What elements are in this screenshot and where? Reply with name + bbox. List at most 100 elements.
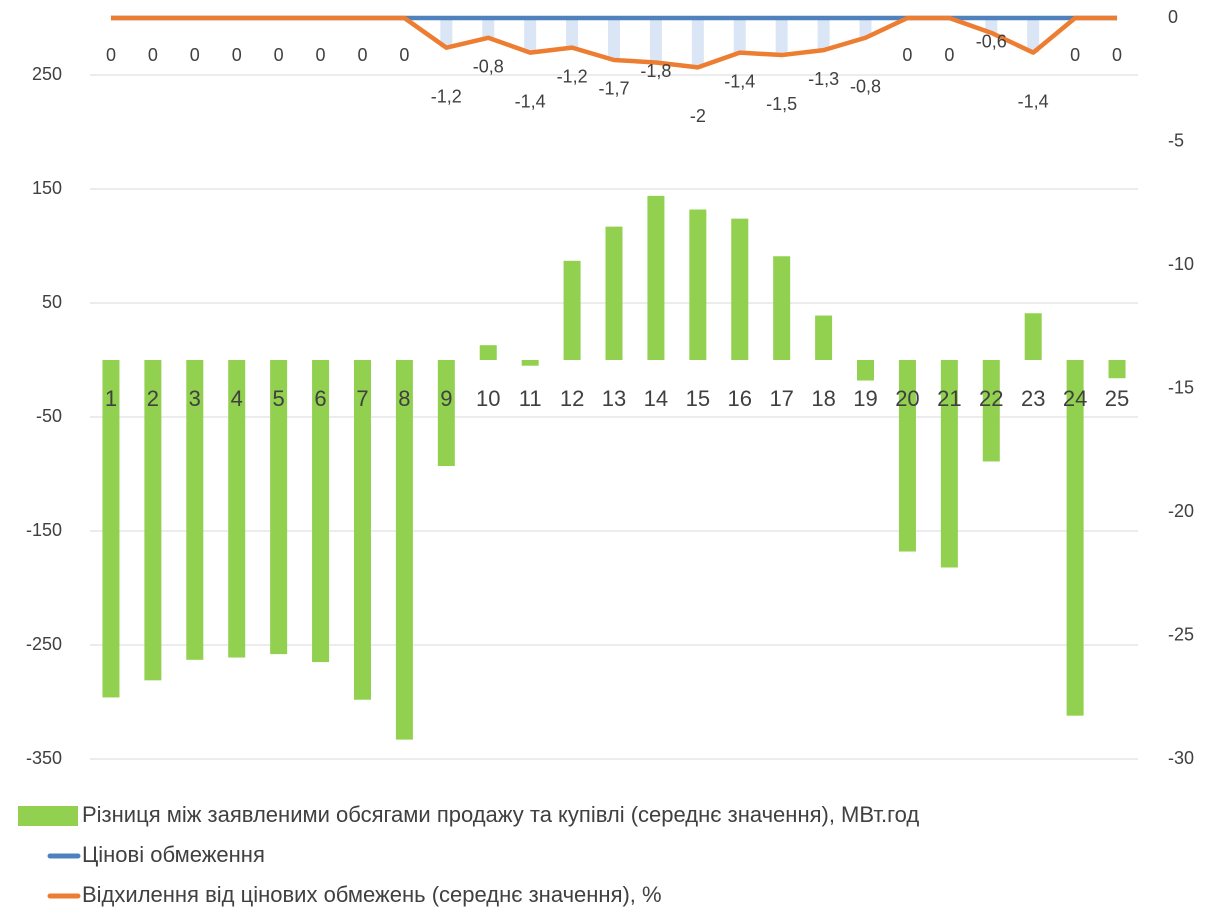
x-tick-label: 16 [728,386,752,411]
x-tick-label: 9 [440,386,452,411]
data-label: -1,5 [766,94,797,114]
bar [815,315,833,360]
high-low-line [566,18,579,48]
bar [395,360,413,740]
y2-tick-label: -15 [1168,377,1194,397]
bar [898,360,916,552]
high-low-line [482,18,495,38]
bar [312,360,330,663]
data-label: -2 [690,106,706,126]
x-tick-label: 4 [231,386,243,411]
bar [647,195,665,360]
high-low-line [817,18,830,51]
data-label: 0 [148,45,158,65]
high-low-line [691,18,704,68]
bar [228,360,246,658]
legend-swatch [18,806,78,826]
data-label: 0 [274,45,284,65]
high-low-line [775,18,788,56]
x-tick-label: 3 [189,386,201,411]
data-label: 0 [902,45,912,65]
data-label: -1,4 [724,71,755,91]
bar [479,345,497,360]
x-tick-label: 19 [853,386,877,411]
x-tick-label: 5 [273,386,285,411]
x-tick-label: 7 [356,386,368,411]
data-label: -1,3 [808,69,839,89]
data-label: -0,6 [976,32,1007,52]
y-tick-label: 250 [32,64,62,84]
bar [563,260,581,360]
y-tick-label: -350 [26,748,62,768]
x-tick-label: 1 [105,386,117,411]
bar [857,360,875,381]
x-tick-label: 8 [398,386,410,411]
y2-tick-label: -25 [1168,624,1194,644]
x-tick-label: 2 [147,386,159,411]
legend-label: Відхилення від цінових обмежень (середнє… [82,882,662,907]
bar [689,209,707,360]
data-label: -1,2 [557,66,588,86]
y-tick-label: 150 [32,178,62,198]
y-tick-label: -150 [26,520,62,540]
x-tick-label: 13 [602,386,626,411]
legend-label: Цінові обмеження [82,842,265,867]
y2-tick-label: -10 [1168,254,1194,274]
data-label: 0 [944,45,954,65]
y2-tick-label: -5 [1168,130,1184,150]
data-label: 0 [399,45,409,65]
data-label: 0 [190,45,200,65]
y-tick-label: -50 [36,406,62,426]
line [110,15,1118,70]
data-label: 0 [232,45,242,65]
y-tick-label: 50 [42,292,62,312]
high-low-line [440,18,453,48]
legend-label: Різниця між заявленими обсягами продажу … [82,802,919,827]
x-tick-label: 24 [1063,386,1087,411]
data-label: -1,4 [515,91,546,111]
bar [186,360,204,660]
x-tick-label: 12 [560,386,584,411]
data-label: -1,8 [640,61,671,81]
bar [1066,360,1084,716]
bar [605,226,623,360]
high-low-line [1027,18,1040,53]
data-label: -1,2 [431,86,462,106]
data-label: 0 [106,45,116,65]
data-label: -1,4 [1018,91,1049,111]
high-low-line [649,18,662,63]
x-tick-label: 18 [811,386,835,411]
bar [144,360,162,681]
x-tick-label: 10 [476,386,500,411]
bar [982,360,1000,462]
data-label: -1,7 [598,79,629,99]
bar [437,360,455,467]
bar [1108,360,1126,379]
high-low-line [859,18,872,38]
bar [1024,313,1042,360]
data-label: -0,8 [473,57,504,77]
y2-tick-label: -30 [1168,748,1194,768]
data-label: -0,8 [850,77,881,97]
data-label: 0 [1070,45,1080,65]
x-tick-label: 21 [937,386,961,411]
x-tick-label: 6 [314,386,326,411]
bar [731,218,749,360]
high-low-line [985,18,998,33]
high-low-line [608,18,620,60]
bar [270,360,288,655]
x-tick-label: 20 [895,386,919,411]
bar [773,256,791,360]
high-low-line [733,18,746,53]
bar [102,360,120,698]
data-label: 0 [316,45,326,65]
x-tick-label: 11 [519,386,542,411]
y-tick-label: -250 [26,634,62,654]
x-tick-label: 15 [686,386,710,411]
y2-tick-label: 0 [1168,7,1178,27]
x-tick-label: 17 [769,386,793,411]
y2-tick-label: -20 [1168,501,1194,521]
x-tick-label: 14 [644,386,668,411]
bar [940,360,958,568]
